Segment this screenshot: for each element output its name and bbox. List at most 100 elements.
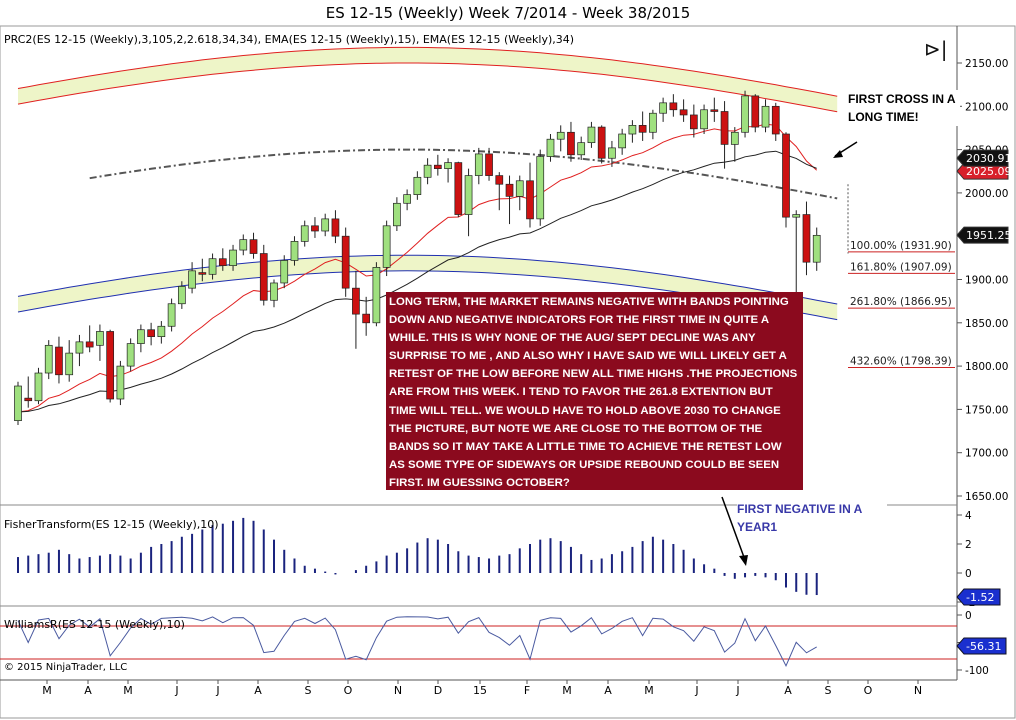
- candle-body: [331, 218, 340, 237]
- candle: [403, 189, 411, 211]
- candle: [638, 111, 647, 141]
- candle: [536, 149, 545, 226]
- candle-body: [628, 125, 637, 135]
- price-tick-label: 1750.00: [965, 404, 1008, 416]
- candle: [710, 97, 719, 122]
- candle: [126, 338, 135, 372]
- candle-body: [24, 397, 33, 402]
- candle: [700, 104, 708, 135]
- ema-price-tag: 2025.09: [956, 162, 1012, 180]
- candle-body: [679, 109, 688, 116]
- candle-body: [567, 131, 575, 156]
- fisher-tick-label: 2: [965, 539, 972, 551]
- candle-body: [423, 164, 432, 178]
- fisher-panel-label: FisherTransform(ES 12-15 (Weekly),10): [4, 518, 219, 531]
- candle: [423, 158, 432, 185]
- candle: [608, 140, 616, 167]
- candle: [147, 322, 155, 346]
- lower-band-fill: [18, 255, 838, 320]
- candle: [34, 367, 43, 405]
- candle: [137, 324, 145, 353]
- candle-body: [126, 343, 135, 367]
- candle-body: [177, 286, 186, 305]
- current-price-tag-shape: [956, 226, 1009, 244]
- candle: [218, 248, 227, 271]
- candle-body: [14, 385, 22, 422]
- candle-body: [618, 133, 627, 149]
- price-tick-label: 1800.00: [965, 361, 1008, 373]
- price-tick-label: 2100.00: [965, 101, 1008, 113]
- first-negative-arrow: [721, 496, 746, 561]
- candle-body: [290, 241, 299, 261]
- time-tick-label: A: [604, 684, 612, 697]
- candle-body: [464, 175, 473, 215]
- candle: [495, 172, 504, 211]
- candle: [505, 175, 514, 225]
- williams-panel-label: WilliamsR(ES 12-15 (Weekly),10): [4, 618, 185, 631]
- candle: [669, 94, 678, 117]
- candle-body: [700, 109, 708, 130]
- candle-body: [96, 331, 104, 346]
- fib-projection-label: 100.00% (1931.90): [850, 240, 952, 252]
- candle-body: [259, 253, 268, 301]
- candle: [85, 325, 94, 353]
- candle-body: [505, 183, 514, 197]
- candle: [413, 171, 422, 200]
- williams-tick-label: -100: [965, 665, 989, 677]
- candle-body: [771, 105, 780, 135]
- candle-body: [515, 180, 524, 197]
- candle-body: [341, 235, 350, 289]
- candle-body: [218, 258, 227, 266]
- first-cross-arrowhead: [833, 150, 843, 158]
- chart-title: ES 12-15 (Weekly) Week 7/2014 - Week 38/…: [325, 4, 691, 22]
- price-panel-label: PRC2(ES 12-15 (Weekly),3,105,2,2.618,34,…: [4, 33, 575, 46]
- fib-projection-label: 161.80% (1907.09): [850, 261, 952, 273]
- candle: [65, 340, 74, 382]
- candle: [587, 121, 596, 148]
- candle-body: [444, 162, 452, 170]
- candle-body: [300, 225, 309, 242]
- candle: [618, 128, 627, 155]
- candle-body: [597, 126, 606, 159]
- candle-body: [710, 109, 719, 112]
- candle-body: [382, 225, 391, 268]
- candle: [75, 334, 84, 367]
- candle-body: [782, 133, 790, 218]
- williams-value-tag: [956, 637, 1007, 655]
- candle: [546, 134, 555, 162]
- price-tick-label: 2000.00: [965, 188, 1008, 200]
- lower-band-inner-line: [17, 254, 838, 305]
- fisher-value-text: -1.52: [966, 591, 994, 604]
- candle-body: [751, 95, 760, 128]
- candle-body: [689, 114, 698, 130]
- candle: [44, 340, 53, 380]
- candle: [229, 244, 237, 271]
- candle-body: [812, 234, 821, 263]
- candle-body: [659, 102, 667, 114]
- time-tick-label: M: [644, 684, 654, 697]
- fib-projection-label: 432.60% (1798.39): [850, 355, 952, 367]
- candle: [628, 120, 637, 143]
- first-negative-callout: FIRST NEGATIVE IN A YEAR1: [737, 500, 887, 536]
- time-tick-label: N: [914, 684, 922, 697]
- candle: [515, 175, 524, 211]
- candle: [751, 94, 760, 133]
- candle: [689, 104, 698, 138]
- candle: [649, 109, 657, 140]
- ema-34-line: [17, 150, 817, 413]
- play-icon[interactable]: ⊳|: [924, 37, 948, 61]
- candle-body: [280, 260, 289, 284]
- ema-price-tag-text: 2025.09: [966, 165, 1012, 178]
- candle: [198, 258, 207, 282]
- candle-body: [249, 239, 258, 254]
- candle: [116, 360, 125, 406]
- candle: [188, 262, 196, 294]
- candle: [321, 213, 330, 237]
- candle: [526, 162, 534, 228]
- candle-body: [802, 214, 811, 263]
- candle-body: [608, 147, 616, 159]
- time-tick-label: M: [42, 684, 52, 697]
- chart-frame: [0, 25, 1016, 719]
- candle: [362, 296, 371, 336]
- time-tick-label: A: [254, 684, 262, 697]
